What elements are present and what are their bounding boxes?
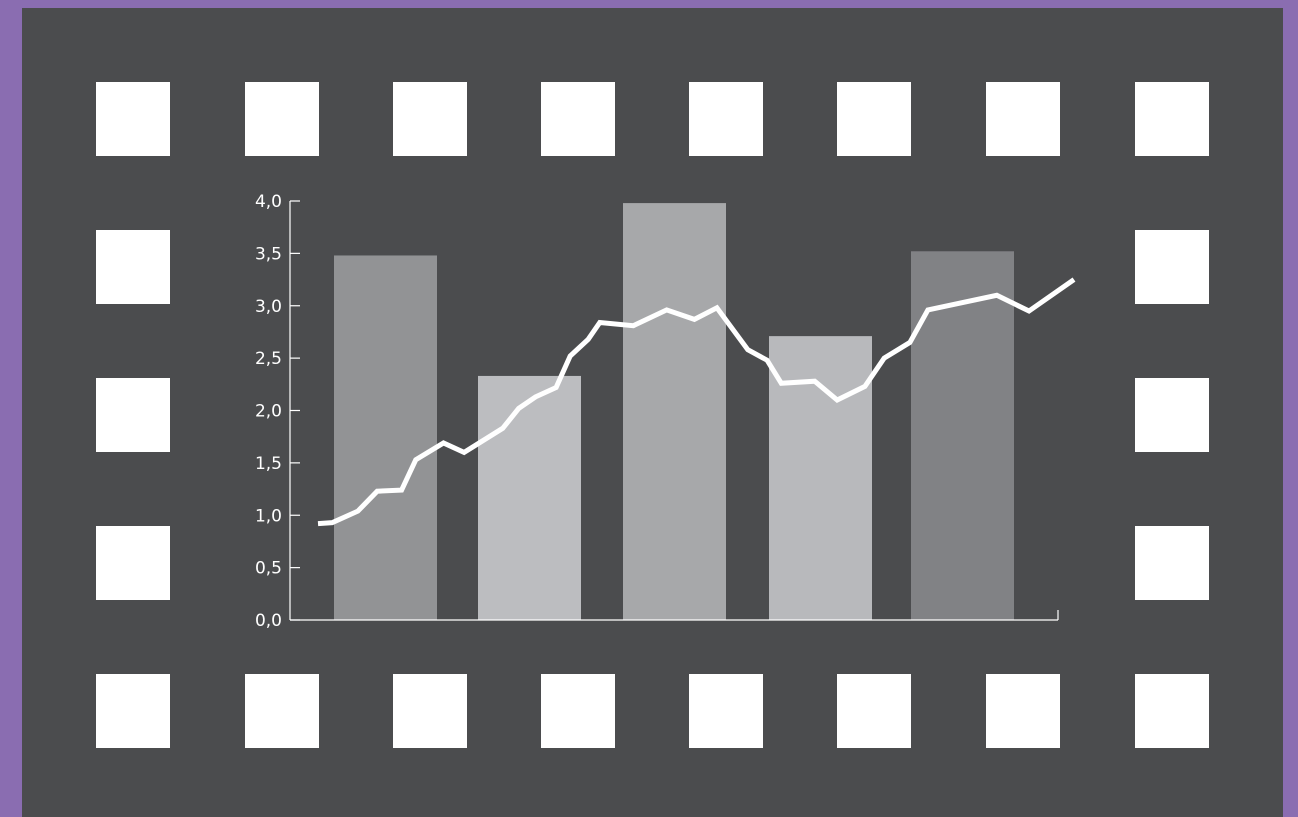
sprocket-hole xyxy=(393,82,467,156)
y-tick-label: 0,0 xyxy=(255,611,282,631)
sprocket-hole xyxy=(1135,526,1209,600)
chart-bar xyxy=(911,251,1014,620)
y-tick-label: 4,0 xyxy=(255,192,282,212)
y-tick-label: 3,5 xyxy=(255,244,282,264)
chart-bar xyxy=(769,336,872,620)
chart-bar xyxy=(478,375,581,620)
sprocket-hole xyxy=(1135,230,1209,304)
y-tick-label: 2,5 xyxy=(255,349,282,369)
sprocket-hole xyxy=(96,82,170,156)
sprocket-hole xyxy=(245,82,319,156)
sprocket-hole xyxy=(1135,82,1209,156)
sprocket-hole xyxy=(689,82,763,156)
y-tick-label: 1,5 xyxy=(255,454,282,474)
sprocket-hole xyxy=(541,674,615,748)
y-tick-label: 3,0 xyxy=(255,297,282,317)
sprocket-hole xyxy=(96,526,170,600)
sprocket-hole xyxy=(541,82,615,156)
sprocket-hole xyxy=(245,674,319,748)
y-tick-label: 1,0 xyxy=(255,506,282,526)
chart-bar xyxy=(623,203,726,620)
sprocket-hole xyxy=(96,378,170,452)
sprocket-hole xyxy=(837,674,911,748)
sprocket-hole xyxy=(986,82,1060,156)
sprocket-hole xyxy=(1135,378,1209,452)
sprocket-hole xyxy=(986,674,1060,748)
y-tick-label: 2,0 xyxy=(255,402,282,422)
sprocket-hole xyxy=(689,674,763,748)
sprocket-hole xyxy=(393,674,467,748)
sprocket-hole xyxy=(96,230,170,304)
sprocket-hole xyxy=(96,674,170,748)
y-tick-label: 0,5 xyxy=(255,559,282,579)
sprocket-hole xyxy=(837,82,911,156)
chart-bar xyxy=(334,255,437,620)
series-line xyxy=(317,277,1076,527)
sprocket-hole xyxy=(1135,674,1209,748)
